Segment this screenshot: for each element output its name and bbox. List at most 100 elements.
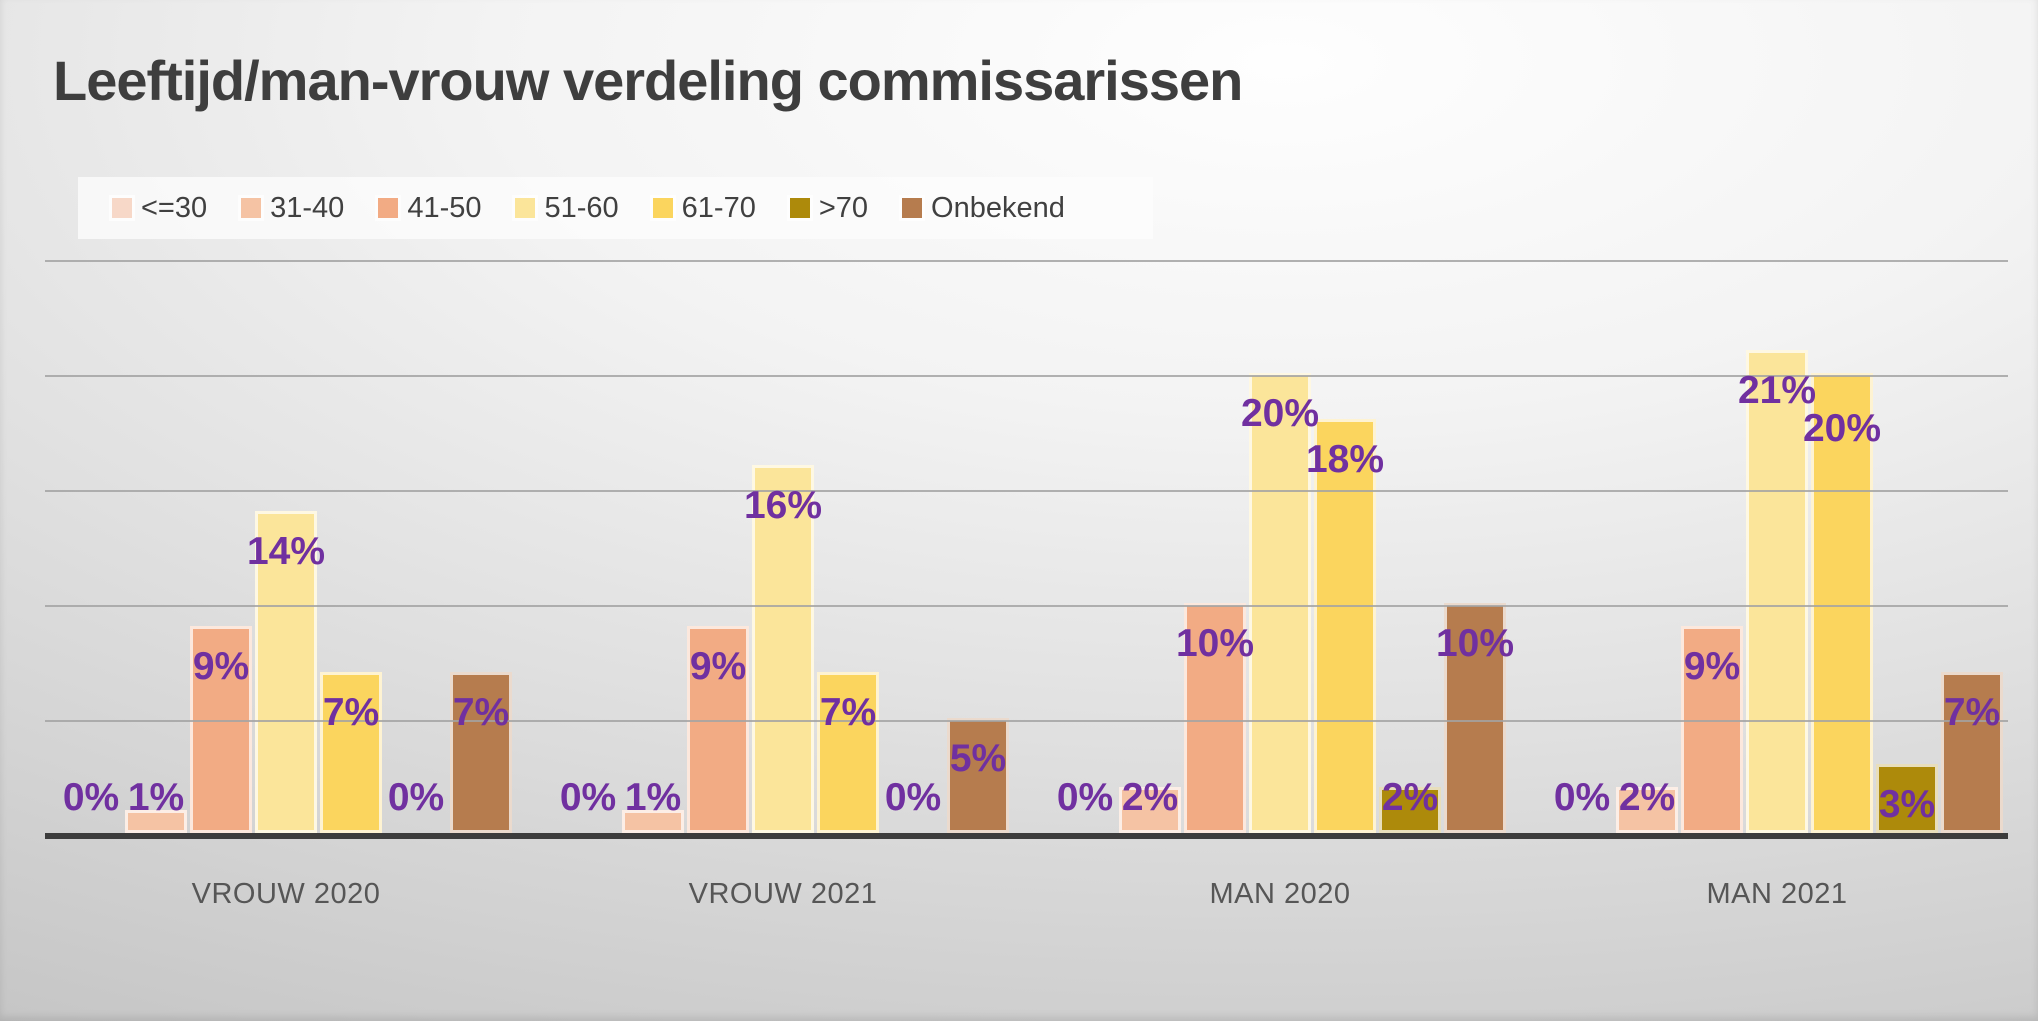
bar-group-vrouw-2020: 0% 1% 9% 14% 7% 0% 7%	[60, 260, 512, 833]
bar-31-40-man-2021	[1616, 787, 1678, 833]
bar-slot: 3%	[1876, 260, 1938, 833]
bar-31-40-vrouw-2020	[125, 810, 187, 833]
bar-31-40-man-2020	[1119, 787, 1181, 833]
bar-Onbekend-man-2021	[1941, 672, 2003, 833]
data-label: 0%	[387, 776, 445, 819]
legend-item: 41-50	[378, 193, 481, 223]
category-label-man-2021: MAN 2021	[1706, 878, 1848, 910]
bar-slot: 21%	[1738, 260, 1816, 833]
bar-slot: 10%	[1436, 260, 1514, 833]
data-label: 21%	[1737, 369, 1817, 412]
bar-slot: 0%	[882, 260, 944, 833]
category-label-vrouw-2021: VROUW 2021	[688, 878, 878, 910]
gridline-10pct	[45, 605, 2008, 607]
bar-slot: 7%	[320, 260, 382, 833]
bar-group-man-2021: 0% 2% 9% 21% 20% 3% 7%	[1551, 260, 2003, 833]
bar-31-40-vrouw-2021	[622, 810, 684, 833]
gridline-5pct	[45, 720, 2008, 722]
data-label: 2%	[1618, 776, 1676, 819]
legend-item: >70	[789, 191, 869, 224]
bar-slot: 5%	[947, 260, 1009, 833]
data-label: 20%	[1802, 407, 1882, 450]
bar-51-60-vrouw-2020	[255, 511, 317, 833]
data-label: 7%	[1943, 691, 2001, 734]
bar-Onbekend-vrouw-2021	[947, 718, 1009, 833]
legend-swatch	[515, 198, 536, 218]
data-label: 0%	[884, 776, 942, 819]
bar-slot: 0%	[1054, 260, 1116, 833]
bar-slot: 9%	[190, 260, 252, 833]
data-label: 2%	[1381, 776, 1439, 819]
legend-swatch	[241, 198, 262, 218]
bar-slot: 20%	[1241, 260, 1319, 833]
legend-label: 31-40	[270, 191, 345, 224]
bar-41-50-vrouw-2020	[190, 626, 252, 833]
category-axis: VROUW 2020 VROUW 2021 MAN 2020 MAN 2021	[0, 880, 2038, 920]
legend-label: >70	[818, 191, 869, 224]
legend-item: 51-60	[515, 193, 619, 223]
bar-slot: 16%	[744, 260, 822, 833]
bar-41-50-vrouw-2021	[687, 626, 749, 833]
bar-slot: 7%	[1941, 260, 2003, 833]
legend-swatch	[789, 198, 810, 218]
legend-item: 61-70	[652, 191, 756, 224]
data-label: 3%	[1878, 783, 1936, 826]
data-label: 10%	[1435, 622, 1515, 665]
bar->70-man-2020	[1379, 787, 1441, 833]
data-label: 2%	[1121, 776, 1179, 819]
x-axis-line	[45, 833, 2008, 839]
bar-51-60-man-2020	[1249, 373, 1311, 833]
bar-slot: 2%	[1119, 260, 1181, 833]
data-label: 0%	[62, 776, 120, 819]
bar-slot: 14%	[247, 260, 325, 833]
data-label: 7%	[452, 691, 510, 734]
bar-slot: 0%	[1551, 260, 1613, 833]
plot-area: 0% 1% 9% 14% 7% 0% 7% 0% 1% 9% 16% 7% 0% 5% 0% 2% 10% 20%…	[0, 260, 2038, 839]
data-label: 1%	[127, 776, 185, 819]
bar-slot: 7%	[817, 260, 879, 833]
data-label: 9%	[1683, 645, 1741, 688]
data-label: 0%	[1056, 776, 1114, 819]
legend-item: 31-40	[241, 191, 345, 224]
data-label: 0%	[559, 776, 617, 819]
category-label-vrouw-2020: VROUW 2020	[191, 878, 381, 910]
bar-slot: 0%	[557, 260, 619, 833]
bar-slot: 18%	[1306, 260, 1384, 833]
bar-61-70-vrouw-2021	[817, 672, 879, 833]
legend-swatch	[378, 198, 399, 218]
bar-slot: 10%	[1176, 260, 1254, 833]
data-label: 9%	[689, 645, 747, 688]
bar-slot: 9%	[687, 260, 749, 833]
bar-slot: 1%	[125, 260, 187, 833]
bar-slot: 2%	[1616, 260, 1678, 833]
bar-Onbekend-man-2020	[1444, 603, 1506, 833]
bar-slot: 20%	[1803, 260, 1881, 833]
bar-slot: 7%	[450, 260, 512, 833]
gridline-15pct	[45, 490, 2008, 492]
legend-swatch	[112, 198, 132, 218]
data-label: 1%	[624, 776, 682, 819]
bar-slot: 1%	[622, 260, 684, 833]
bar-slot: 0%	[385, 260, 447, 833]
bars-row: 0% 1% 9% 14% 7% 0% 7% 0% 1% 9% 16% 7% 0% 5% 0% 2% 10% 20%…	[60, 260, 2003, 833]
legend-label: <=30	[141, 191, 208, 224]
category-label-man-2020: MAN 2020	[1209, 878, 1351, 910]
data-label: 9%	[192, 645, 250, 688]
legend-swatch	[902, 198, 923, 218]
data-label: 10%	[1175, 622, 1255, 665]
legend-item: <=30	[112, 191, 208, 224]
legend-label: Onbekend	[931, 191, 1065, 224]
bar-61-70-man-2020	[1314, 419, 1376, 833]
gridline-20pct	[45, 375, 2008, 377]
data-label: 20%	[1240, 392, 1320, 435]
bar-group-vrouw-2021: 0% 1% 9% 16% 7% 0% 5%	[557, 260, 1009, 833]
legend-swatch	[652, 198, 673, 218]
chart-legend: <=30 31-40 41-50 51-60 61-70 >70 Onbekend	[78, 177, 1153, 239]
data-label: 5%	[949, 737, 1007, 780]
bar-slot: 0%	[60, 260, 122, 833]
bar-51-60-vrouw-2021	[752, 465, 814, 833]
bar->70-man-2021	[1876, 764, 1938, 833]
chart-title: Leeftijd/man-vrouw verdeling commissaris…	[53, 49, 1243, 112]
legend-label: 61-70	[681, 191, 756, 224]
